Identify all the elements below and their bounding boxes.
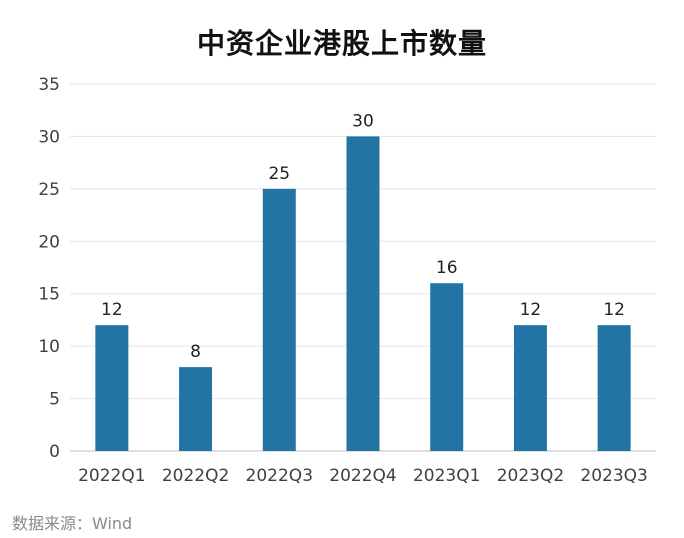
data-label: 16 — [436, 258, 458, 278]
x-tick-label: 2023Q1 — [413, 466, 480, 486]
bar-2023Q1 — [430, 283, 464, 451]
x-tick-label: 2022Q1 — [78, 466, 145, 486]
source-note: 数据来源：Wind — [12, 514, 133, 533]
data-label: 30 — [352, 111, 374, 131]
y-tick-label: 5 — [49, 390, 60, 410]
x-tick-label: 2023Q3 — [580, 466, 647, 486]
bar-2022Q2 — [179, 367, 213, 451]
chart-title: 中资企业港股上市数量 — [196, 27, 487, 60]
x-tick-label: 2023Q2 — [497, 466, 564, 486]
y-axis-ticks: 0 5 10 15 20 25 30 35 — [38, 75, 60, 462]
bar-2022Q4 — [346, 136, 380, 451]
data-label: 12 — [603, 300, 625, 320]
bars — [95, 136, 631, 451]
x-axis-ticks: 2022Q1 2022Q2 2022Q3 2022Q4 2023Q1 2023Q2 2023… — [78, 466, 648, 486]
x-tick-label: 2022Q3 — [246, 466, 313, 486]
data-label: 25 — [268, 164, 290, 184]
bar-2022Q3 — [262, 188, 296, 451]
bar-2023Q3 — [597, 325, 631, 451]
bar-2023Q2 — [513, 325, 547, 451]
bar-2022Q1 — [95, 325, 129, 451]
y-tick-label: 20 — [38, 232, 60, 252]
y-tick-label: 0 — [49, 442, 60, 462]
data-labels: 12 8 25 30 16 12 12 — [101, 111, 625, 362]
data-label: 12 — [520, 300, 542, 320]
y-tick-label: 30 — [38, 127, 60, 147]
data-label: 12 — [101, 300, 123, 320]
y-tick-label: 10 — [38, 337, 60, 357]
x-tick-label: 2022Q4 — [329, 466, 396, 486]
y-tick-label: 35 — [38, 75, 60, 95]
y-tick-label: 15 — [38, 285, 60, 305]
y-tick-label: 25 — [38, 180, 60, 200]
data-label: 8 — [190, 342, 201, 362]
x-tick-label: 2022Q2 — [162, 466, 229, 486]
